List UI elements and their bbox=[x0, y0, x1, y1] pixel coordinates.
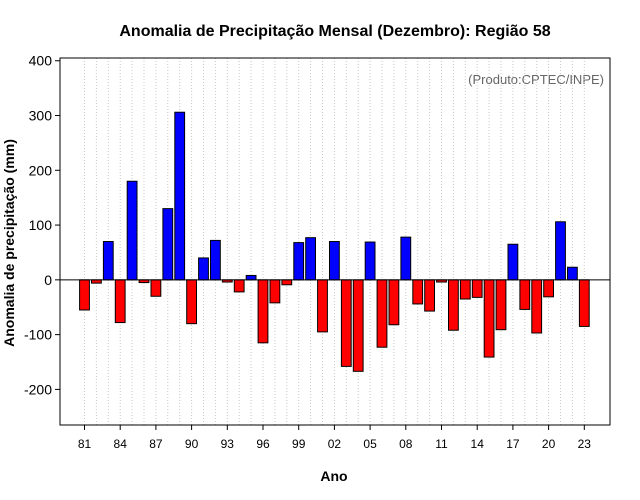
bar-2022 bbox=[567, 266, 578, 281]
y-tick-label: 300 bbox=[29, 108, 53, 124]
bar-2001 bbox=[317, 279, 328, 333]
x-tick-label: 20 bbox=[542, 437, 556, 451]
bar-2014 bbox=[471, 279, 483, 298]
bar-1989 bbox=[174, 111, 186, 281]
product-credit: (Produto:CPTEC/INPE) bbox=[468, 72, 604, 87]
bar-1995 bbox=[245, 274, 257, 281]
x-axis: 81 84 87 90 93 96 99 02 05 08 11 14 17 20 23 bbox=[78, 425, 591, 451]
x-tick-label: 87 bbox=[149, 437, 163, 451]
x-tick-label: 08 bbox=[399, 437, 413, 451]
bar-1985 bbox=[126, 180, 138, 281]
bar-1988 bbox=[162, 208, 174, 281]
bar-2012 bbox=[448, 279, 459, 331]
bar-2004 bbox=[352, 279, 364, 372]
y-tick-label: 200 bbox=[29, 162, 53, 178]
bars-group bbox=[79, 111, 590, 372]
y-tick-label: -100 bbox=[24, 327, 52, 343]
x-tick-label: 99 bbox=[292, 437, 306, 451]
bar-1981 bbox=[79, 279, 90, 311]
bar-2016 bbox=[495, 279, 507, 331]
bar-2005 bbox=[364, 241, 376, 281]
x-tick-label: 11 bbox=[435, 437, 448, 451]
bar-2002 bbox=[329, 241, 340, 281]
y-tick-label: 100 bbox=[29, 217, 53, 233]
bar-1992 bbox=[210, 239, 221, 281]
x-tick-label: 14 bbox=[471, 437, 485, 451]
chart-title: Anomalia de Precipitação Mensal (Dezembr… bbox=[119, 23, 550, 40]
bar-2003 bbox=[340, 279, 352, 367]
x-tick-label: 93 bbox=[221, 437, 235, 451]
x-tick-label: 17 bbox=[506, 437, 520, 451]
plot-frame bbox=[59, 57, 611, 426]
bar-2019 bbox=[531, 279, 543, 334]
bar-2020 bbox=[543, 279, 555, 298]
x-tick-label: 05 bbox=[363, 437, 377, 451]
bar-1996 bbox=[257, 279, 269, 344]
x-axis-label: Ano bbox=[320, 468, 347, 484]
bar-2017 bbox=[507, 243, 519, 281]
bar-2013 bbox=[459, 279, 471, 300]
x-tick-label: 81 bbox=[78, 437, 92, 451]
y-tick-label: 0 bbox=[44, 272, 52, 288]
bar-1990 bbox=[186, 279, 197, 325]
y-axis-label: Anomalia de precipitação (mm) bbox=[1, 139, 17, 347]
bar-2023 bbox=[578, 279, 590, 327]
bar-1984 bbox=[114, 279, 126, 324]
bar-1983 bbox=[102, 241, 114, 281]
x-tick-label: 23 bbox=[578, 437, 592, 451]
bar-2015 bbox=[483, 279, 495, 358]
x-tick-label: 96 bbox=[256, 437, 270, 451]
x-tick-label: 90 bbox=[185, 437, 199, 451]
bar-2010 bbox=[424, 279, 436, 312]
bar-2006 bbox=[376, 279, 388, 348]
bar-1994 bbox=[233, 279, 245, 293]
bar-2018 bbox=[519, 279, 531, 310]
bar-1997 bbox=[269, 279, 281, 304]
bar-1987 bbox=[150, 279, 162, 297]
y-tick-label: -200 bbox=[24, 381, 52, 397]
bar-2008 bbox=[400, 236, 412, 281]
bar-1999 bbox=[293, 242, 305, 281]
bar-1998 bbox=[281, 279, 293, 286]
y-tick-label: 400 bbox=[29, 53, 53, 69]
x-tick-label: 84 bbox=[114, 437, 128, 451]
bar-2000 bbox=[305, 237, 317, 281]
bar-2007 bbox=[388, 279, 400, 326]
bar-1991 bbox=[198, 257, 209, 281]
bar-2009 bbox=[412, 279, 424, 305]
bar-2021 bbox=[555, 221, 566, 281]
x-tick-label: 02 bbox=[328, 437, 342, 451]
y-axis: -200 -100 0 100 200 300 400 bbox=[24, 53, 60, 397]
